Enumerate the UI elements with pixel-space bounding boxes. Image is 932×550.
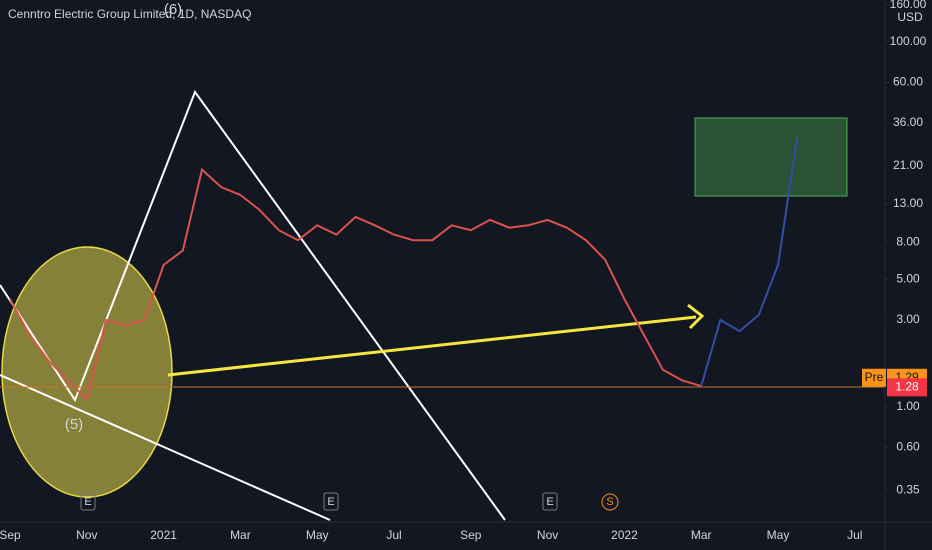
price-line [9, 167, 702, 402]
target-box [694, 117, 848, 197]
x-tick-label: Mar [230, 528, 251, 542]
last-price-box [887, 378, 927, 397]
projection-arrow [167, 315, 697, 377]
x-tick-label: Nov [537, 528, 558, 542]
y-tick-label: 8.00 [896, 234, 920, 248]
y-tick-label: 1.00 [896, 399, 920, 413]
y-tick-label: 13.00 [893, 196, 923, 210]
y-tick-label: 3.00 [896, 312, 920, 326]
y-tick-label: 21.00 [893, 158, 923, 172]
y-tick-label: 60.00 [893, 75, 923, 89]
x-tick-label: Jul [847, 528, 862, 542]
x-tick-label: Sep [0, 528, 21, 542]
x-tick-label: Mar [691, 528, 712, 542]
pre-tag-label: Pre [865, 370, 884, 384]
price-line [700, 137, 799, 387]
y-tick-label: 0.60 [896, 440, 920, 454]
event-marker[interactable]: E [546, 496, 553, 508]
x-tick-label: Jul [386, 528, 401, 542]
y-tick-label: 0.35 [896, 482, 920, 496]
event-box [323, 492, 339, 511]
x-tick-label: 2022 [611, 528, 638, 542]
highlight-ellipse [1, 246, 173, 498]
x-tick-label: May [306, 528, 329, 542]
last-price: 1.28 [895, 380, 919, 394]
pre-tag [862, 368, 886, 387]
y-tick-label: 160.00 [890, 0, 927, 11]
wave-lines [0, 89, 506, 521]
wave-label: (6) [164, 1, 182, 18]
y-tick-label: 5.00 [896, 272, 920, 286]
event-marker[interactable]: E [327, 496, 334, 508]
trend-line [0, 374, 331, 521]
y-tick-label: 100.00 [890, 34, 927, 48]
x-tick-label: Sep [460, 528, 482, 542]
event-box [542, 492, 558, 511]
y-tick-label: 36.00 [893, 115, 923, 129]
x-tick-label: Nov [76, 528, 97, 542]
x-tick-label: May [767, 528, 790, 542]
wave-label: (5) [65, 416, 83, 433]
event-box [80, 492, 96, 511]
event-marker[interactable]: E [84, 496, 91, 508]
event-marker[interactable]: S [606, 496, 613, 508]
x-tick-label: 2021 [150, 528, 177, 542]
arrow-head [687, 303, 705, 330]
event-circle [601, 493, 619, 511]
currency: USD [897, 10, 923, 24]
chart-title: Cenntro Electric Group Limited, 1D, NASD… [8, 7, 251, 21]
